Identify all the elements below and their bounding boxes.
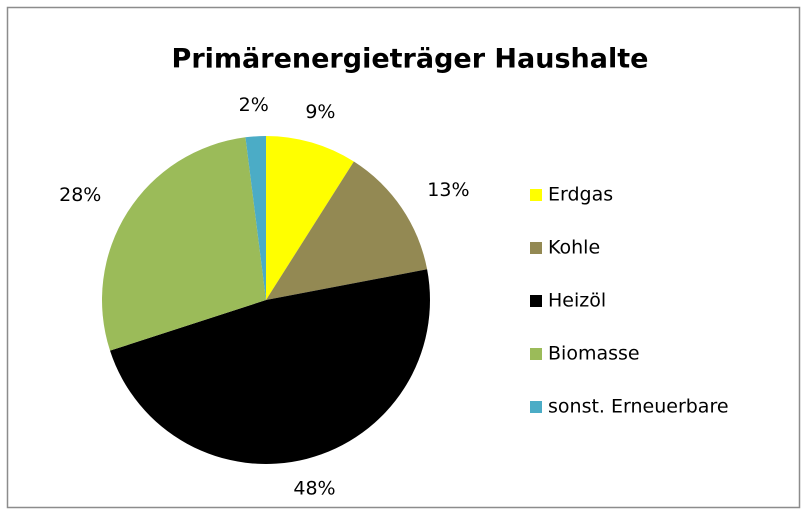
pie-slice [245, 136, 266, 300]
legend-swatch [530, 189, 542, 201]
data-label: 2% [239, 94, 269, 116]
legend-swatch [530, 242, 542, 254]
data-label: 13% [427, 179, 469, 201]
legend-swatch [530, 295, 542, 307]
legend-swatch [530, 348, 542, 360]
legend-label: Heizöl [548, 290, 606, 312]
legend-label: sonst. Erneuerbare [548, 396, 729, 418]
pie-slice [101, 137, 266, 351]
data-label: 9% [305, 101, 335, 123]
legend-label: Erdgas [548, 184, 613, 206]
chart-title: Primärenergieträger Haushalte [172, 44, 649, 75]
data-label: 48% [293, 477, 335, 499]
pie-slice [110, 269, 431, 464]
legend-label: Kohle [548, 237, 600, 259]
pie-slice [266, 161, 428, 300]
pie-slice [266, 136, 354, 300]
legend-label: Biomasse [548, 343, 640, 365]
data-label: 28% [59, 184, 101, 206]
legend-swatch [530, 401, 542, 413]
